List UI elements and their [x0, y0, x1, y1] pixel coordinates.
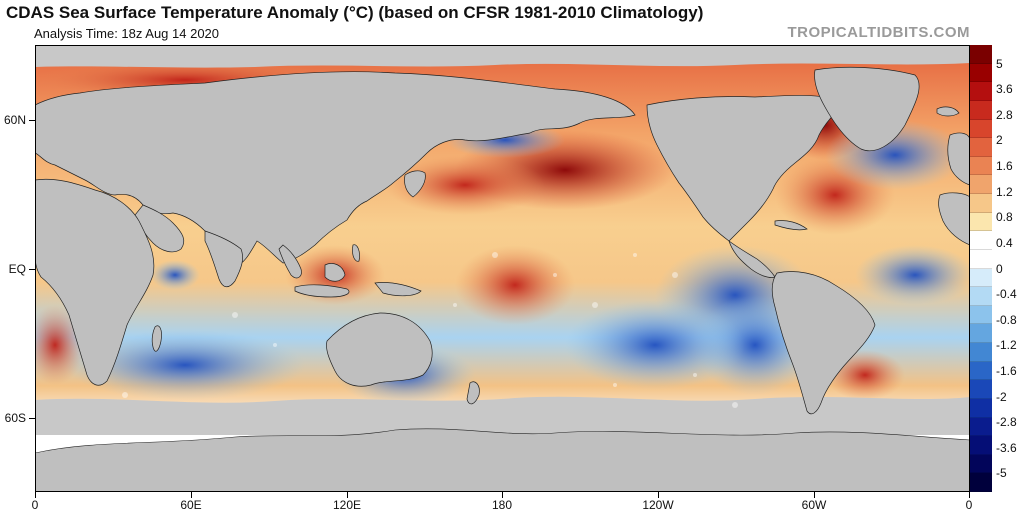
- africa: [35, 178, 155, 386]
- lon-label-0-east: 0: [965, 498, 973, 512]
- lat-tick: [29, 120, 35, 121]
- colorbar-swatch: [970, 268, 992, 288]
- sst-anomaly-map: [35, 45, 970, 492]
- lon-label-60w: 60W: [801, 498, 827, 512]
- colorbar-swatch: [970, 324, 992, 343]
- india: [204, 230, 243, 288]
- lon-tick: [347, 492, 348, 498]
- colorbar-tick-label: -2: [996, 389, 1007, 404]
- colorbar-tick-label: 1.2: [996, 184, 1013, 199]
- lon-label-120e: 120E: [332, 498, 362, 512]
- colorbar-swatch: [970, 100, 992, 120]
- continents: [35, 66, 970, 415]
- lat-tick: [29, 269, 35, 270]
- site-watermark: TROPICALTIDBITS.COM: [787, 24, 970, 41]
- colorbar-swatch: [970, 380, 992, 399]
- south-america: [771, 271, 876, 415]
- colorbar-swatch: [970, 82, 992, 101]
- arctic-ice: [35, 45, 970, 68]
- lon-label-60e: 60E: [180, 498, 202, 512]
- lon-tick: [35, 492, 36, 498]
- texture-specks: [122, 252, 738, 408]
- colorbar: [970, 45, 992, 492]
- iberia-wa: [938, 192, 970, 246]
- lon-tick: [969, 492, 970, 498]
- colorbar-tick-label: -0.8: [996, 312, 1017, 327]
- colorbar-swatch: [970, 231, 992, 250]
- colorbar-swatch: [970, 194, 992, 213]
- sea-ice: [35, 396, 970, 435]
- lat-label-60s: 60S: [4, 411, 26, 425]
- madagascar: [151, 325, 162, 352]
- colorbar-tick-label: -1.2: [996, 338, 1017, 353]
- map-canvas: [35, 45, 970, 492]
- lon-tick: [191, 492, 192, 498]
- lon-label-0: 0: [31, 498, 39, 512]
- lat-label-eq: EQ: [8, 262, 26, 276]
- colorbar-swatch: [970, 473, 992, 492]
- japan: [404, 170, 426, 198]
- colorbar-swatch: [970, 343, 992, 362]
- australia: [326, 312, 433, 387]
- colorbar-swatch: [970, 249, 992, 269]
- borneo: [324, 263, 346, 282]
- colorbar-swatch: [970, 63, 992, 83]
- colorbar-swatch: [970, 398, 992, 418]
- colorbar-tick-label: -3.6: [996, 440, 1017, 455]
- colorbar-swatch: [970, 454, 992, 474]
- colorbar-swatch: [970, 156, 992, 176]
- colorbar-swatch: [970, 138, 992, 157]
- colorbar-swatch: [970, 287, 992, 306]
- colorbar-tick-label: 0.4: [996, 235, 1013, 250]
- colorbar-swatch: [970, 305, 992, 325]
- colorbar-tick-label: -2.8: [996, 415, 1017, 430]
- colorbar-tick-label: -1.6: [996, 363, 1017, 378]
- colorbar-swatch: [970, 436, 992, 455]
- greenland: [814, 66, 920, 151]
- chart-title: CDAS Sea Surface Temperature Anomaly (°C…: [6, 3, 704, 22]
- lon-tick: [658, 492, 659, 498]
- colorbar-tick-label: 2: [996, 133, 1003, 148]
- antarctica: [35, 428, 970, 492]
- colorbar-swatch: [970, 212, 992, 232]
- lat-label-60n: 60N: [3, 113, 26, 127]
- colorbar-swatch: [970, 175, 992, 194]
- colorbar-tick-label: 1.6: [996, 159, 1013, 174]
- colorbar-tick-label: 2.8: [996, 107, 1013, 122]
- colorbar-tick-label: 0.8: [996, 210, 1013, 225]
- lon-tick: [814, 492, 815, 498]
- colorbar-swatch: [970, 417, 992, 437]
- iceland: [936, 106, 960, 117]
- lat-tick: [29, 418, 35, 419]
- lon-label-180: 180: [491, 498, 513, 512]
- new-guinea: [374, 282, 422, 297]
- colorbar-swatch: [970, 119, 992, 139]
- indochina: [278, 244, 302, 279]
- europe-west: [947, 132, 970, 186]
- colorbar-tick-label: 3.6: [996, 82, 1013, 97]
- philippines: [352, 244, 360, 262]
- colorbar-swatch: [970, 45, 992, 64]
- colorbar-tick-label: -5: [996, 466, 1007, 481]
- cuba: [774, 220, 808, 231]
- analysis-time: Analysis Time: 18z Aug 14 2020: [34, 26, 220, 41]
- colorbar-tick-label: 5: [996, 56, 1003, 71]
- colorbar-tick-label: -0.4: [996, 287, 1017, 302]
- indonesia: [294, 284, 350, 298]
- north-america: [646, 95, 846, 242]
- lon-label-120w: 120W: [642, 498, 674, 512]
- colorbar-swatch: [970, 361, 992, 381]
- colorbar-tick-label: 0: [996, 261, 1003, 276]
- lon-tick: [502, 492, 503, 498]
- new-zealand: [466, 381, 480, 405]
